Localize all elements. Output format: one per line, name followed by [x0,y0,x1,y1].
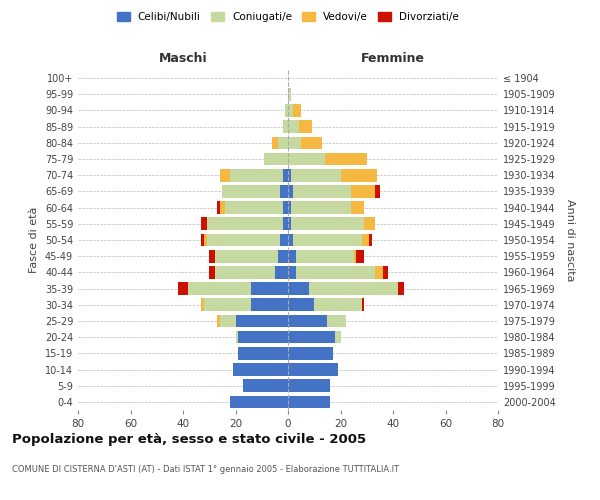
Bar [215,250,277,262]
Bar [288,88,290,101]
Bar [209,250,215,262]
Bar [188,282,251,295]
Bar [202,234,204,246]
Bar [296,250,353,262]
Bar [238,331,288,344]
Bar [398,282,404,295]
Bar [206,218,283,230]
Bar [272,136,277,149]
Bar [314,298,361,311]
Bar [288,331,335,344]
Bar [301,136,322,149]
Bar [288,218,290,230]
Text: Femmine: Femmine [361,52,425,65]
Bar [370,234,372,246]
Bar [288,396,330,408]
Bar [361,234,370,246]
Bar [251,282,288,295]
Bar [288,202,290,214]
Bar [209,266,215,278]
Bar [230,396,288,408]
Bar [288,234,293,246]
Bar [265,152,288,166]
Bar [288,250,296,262]
Bar [288,152,325,166]
Bar [204,234,206,246]
Bar [374,266,383,278]
Bar [223,185,280,198]
Bar [341,169,377,181]
Bar [202,218,206,230]
Bar [335,331,341,344]
Bar [288,104,293,117]
Bar [286,104,288,117]
Bar [178,282,188,295]
Bar [251,298,288,311]
Bar [283,202,288,214]
Bar [325,152,367,166]
Bar [244,380,288,392]
Bar [220,169,230,181]
Bar [277,250,288,262]
Bar [288,298,314,311]
Bar [288,185,293,198]
Bar [206,234,280,246]
Bar [235,314,288,328]
Text: Maschi: Maschi [158,52,208,65]
Bar [351,202,364,214]
Bar [283,218,288,230]
Bar [309,282,398,295]
Bar [204,298,251,311]
Bar [288,363,338,376]
Bar [288,314,328,328]
Bar [215,266,275,278]
Bar [225,202,283,214]
Legend: Celibi/Nubili, Coniugati/e, Vedovi/e, Divorziati/e: Celibi/Nubili, Coniugati/e, Vedovi/e, Di… [113,8,463,26]
Bar [230,169,283,181]
Bar [288,169,290,181]
Bar [233,363,288,376]
Bar [277,136,288,149]
Bar [290,218,364,230]
Bar [217,314,220,328]
Bar [288,347,332,360]
Bar [364,218,374,230]
Bar [283,169,288,181]
Bar [383,266,388,278]
Bar [356,250,364,262]
Bar [288,282,309,295]
Bar [293,234,361,246]
Bar [238,347,288,360]
Bar [202,298,204,311]
Text: COMUNE DI CISTERNA D'ASTI (AT) - Dati ISTAT 1° gennaio 2005 - Elaborazione TUTTI: COMUNE DI CISTERNA D'ASTI (AT) - Dati IS… [12,466,399,474]
Bar [275,266,288,278]
Bar [290,202,351,214]
Bar [280,234,288,246]
Bar [351,185,374,198]
Bar [299,120,311,133]
Y-axis label: Anni di nascita: Anni di nascita [565,198,575,281]
Bar [328,314,346,328]
Bar [280,185,288,198]
Bar [217,202,220,214]
Bar [220,314,235,328]
Bar [361,298,364,311]
Bar [288,136,301,149]
Bar [290,169,341,181]
Bar [235,331,238,344]
Bar [220,202,225,214]
Bar [293,104,301,117]
Bar [283,120,288,133]
Bar [288,120,299,133]
Bar [288,266,296,278]
Bar [293,185,351,198]
Bar [296,266,374,278]
Bar [353,250,356,262]
Text: Popolazione per età, sesso e stato civile - 2005: Popolazione per età, sesso e stato civil… [12,432,366,446]
Bar [374,185,380,198]
Y-axis label: Fasce di età: Fasce di età [29,207,39,273]
Bar [288,380,330,392]
